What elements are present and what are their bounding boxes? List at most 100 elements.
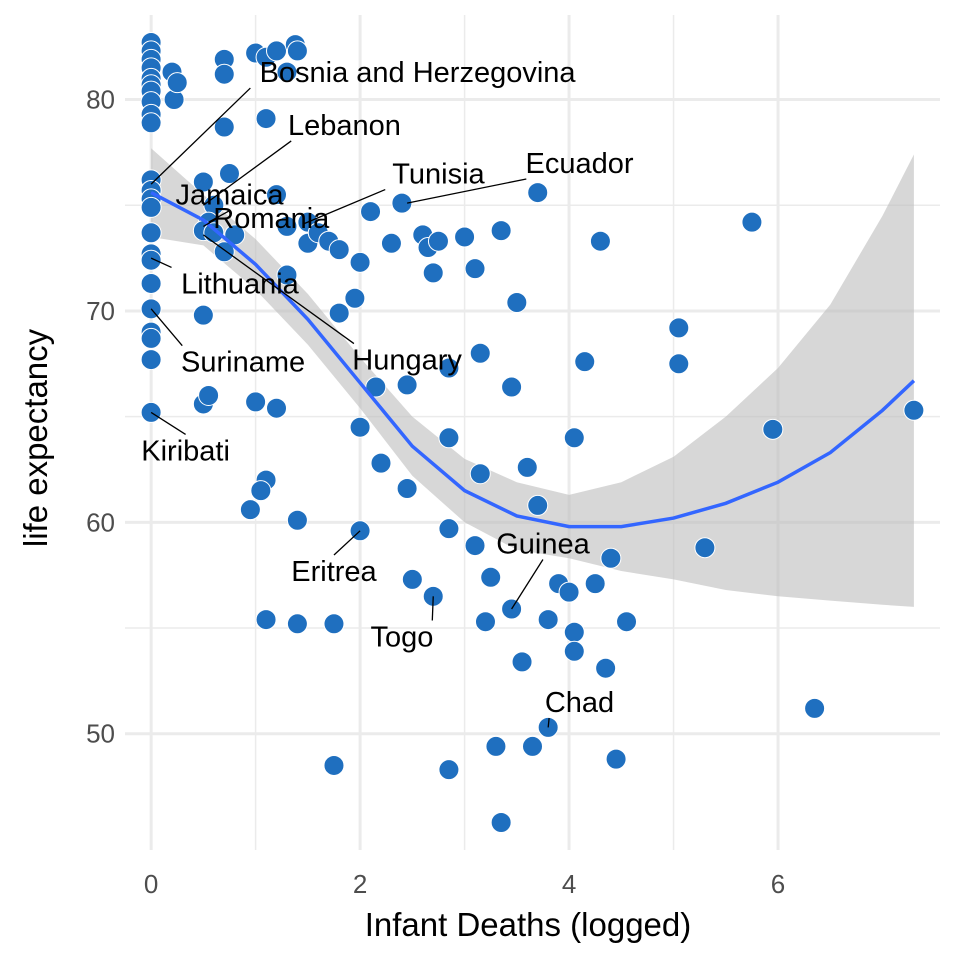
- point-label: Lebanon: [288, 110, 401, 142]
- data-point: [537, 609, 559, 631]
- label-leader-line: [208, 210, 230, 223]
- data-point: [192, 171, 214, 193]
- x-tick-label: 4: [562, 869, 576, 899]
- point-label: Romania: [213, 203, 330, 235]
- data-point: [563, 427, 585, 449]
- label-leader-line: [150, 257, 172, 269]
- grid-layer: [125, 15, 940, 850]
- data-point: [600, 547, 622, 569]
- data-point: [584, 573, 606, 595]
- data-point: [276, 264, 298, 286]
- data-point: [454, 226, 476, 248]
- data-point: [140, 196, 162, 218]
- data-point: [286, 613, 308, 635]
- label-leader-line: [406, 178, 527, 204]
- point-labels-layer: Bosnia and Herzegovina Lebanon JamaicaRoma…: [141, 57, 634, 728]
- x-axis-title: Infant Deaths (logged): [365, 906, 692, 943]
- data-point: [140, 222, 162, 244]
- label-leader-line: [150, 411, 186, 436]
- data-point: [563, 640, 585, 662]
- data-point: [166, 72, 188, 94]
- data-point: [286, 40, 308, 62]
- data-point: [140, 349, 162, 371]
- data-point: [464, 535, 486, 557]
- label-leader-line: [511, 559, 544, 610]
- data-point: [328, 302, 350, 324]
- data-point: [213, 63, 235, 85]
- data-point: [516, 456, 538, 478]
- data-point: [266, 397, 288, 419]
- data-point: [370, 452, 392, 474]
- data-point: [276, 215, 298, 237]
- point-label: Suriname: [181, 347, 305, 379]
- data-point: [140, 112, 162, 134]
- data-point: [605, 748, 627, 770]
- point-label: Bosnia and Herzegovina: [260, 57, 577, 89]
- data-point: [501, 376, 523, 398]
- label-leader-line: [150, 87, 251, 185]
- data-point: [140, 249, 162, 271]
- point-label: Togo: [370, 621, 433, 653]
- data-point: [266, 40, 288, 62]
- label-leader-line: [302, 188, 386, 225]
- data-point: [501, 598, 523, 620]
- confidence-ribbon: [151, 148, 914, 607]
- data-point: [668, 353, 690, 375]
- data-point: [198, 385, 220, 407]
- tick-labels-layer: 0 2 4 6 50 60 70 80: [86, 85, 785, 899]
- data-point: [396, 374, 418, 396]
- data-point: [391, 192, 413, 214]
- data-point: [469, 463, 491, 485]
- point-label: Jamaica: [175, 180, 284, 212]
- data-point: [349, 416, 371, 438]
- data-point: [474, 611, 496, 633]
- data-point: [328, 239, 350, 261]
- point-label: Ecuador: [526, 148, 634, 180]
- point-label: Hungary: [352, 345, 462, 377]
- data-point: [490, 812, 512, 834]
- data-point: [360, 201, 382, 223]
- data-point: [438, 357, 460, 379]
- data-point: [694, 537, 716, 559]
- data-point: [401, 568, 423, 590]
- data-point: [213, 116, 235, 138]
- data-point: [903, 399, 925, 421]
- x-tick-label: 0: [144, 869, 158, 899]
- data-point: [266, 184, 288, 206]
- x-tick-label: 2: [353, 869, 367, 899]
- data-point: [438, 759, 460, 781]
- data-point: [140, 272, 162, 294]
- data-point: [595, 657, 617, 679]
- data-point: [522, 735, 543, 757]
- data-point: [506, 291, 528, 313]
- data-point: [323, 754, 345, 776]
- data-point: [323, 613, 345, 635]
- label-leader-line: [203, 217, 219, 227]
- data-point: [396, 478, 418, 500]
- data-point: [527, 494, 549, 516]
- data-point: [255, 609, 277, 631]
- y-tick-label: 80: [86, 85, 115, 115]
- data-point: [527, 182, 549, 204]
- y-tick-label: 50: [86, 719, 115, 749]
- data-point: [574, 351, 596, 373]
- y-tick-label: 60: [86, 507, 115, 537]
- point-label: Eritrea: [291, 556, 377, 588]
- data-point: [276, 61, 298, 83]
- data-point: [438, 518, 460, 540]
- data-point: [140, 327, 162, 349]
- data-point: [192, 304, 214, 326]
- data-point: [490, 220, 512, 242]
- data-point: [438, 427, 460, 449]
- data-point: [741, 211, 763, 233]
- data-point: [422, 262, 444, 284]
- data-point: [558, 581, 580, 603]
- data-point: [469, 342, 491, 364]
- data-point: [286, 509, 308, 531]
- confidence-ribbon-layer: [151, 148, 914, 607]
- point-label: Lithuania: [181, 268, 300, 300]
- points-layer: [140, 31, 925, 834]
- data-point: [804, 697, 826, 719]
